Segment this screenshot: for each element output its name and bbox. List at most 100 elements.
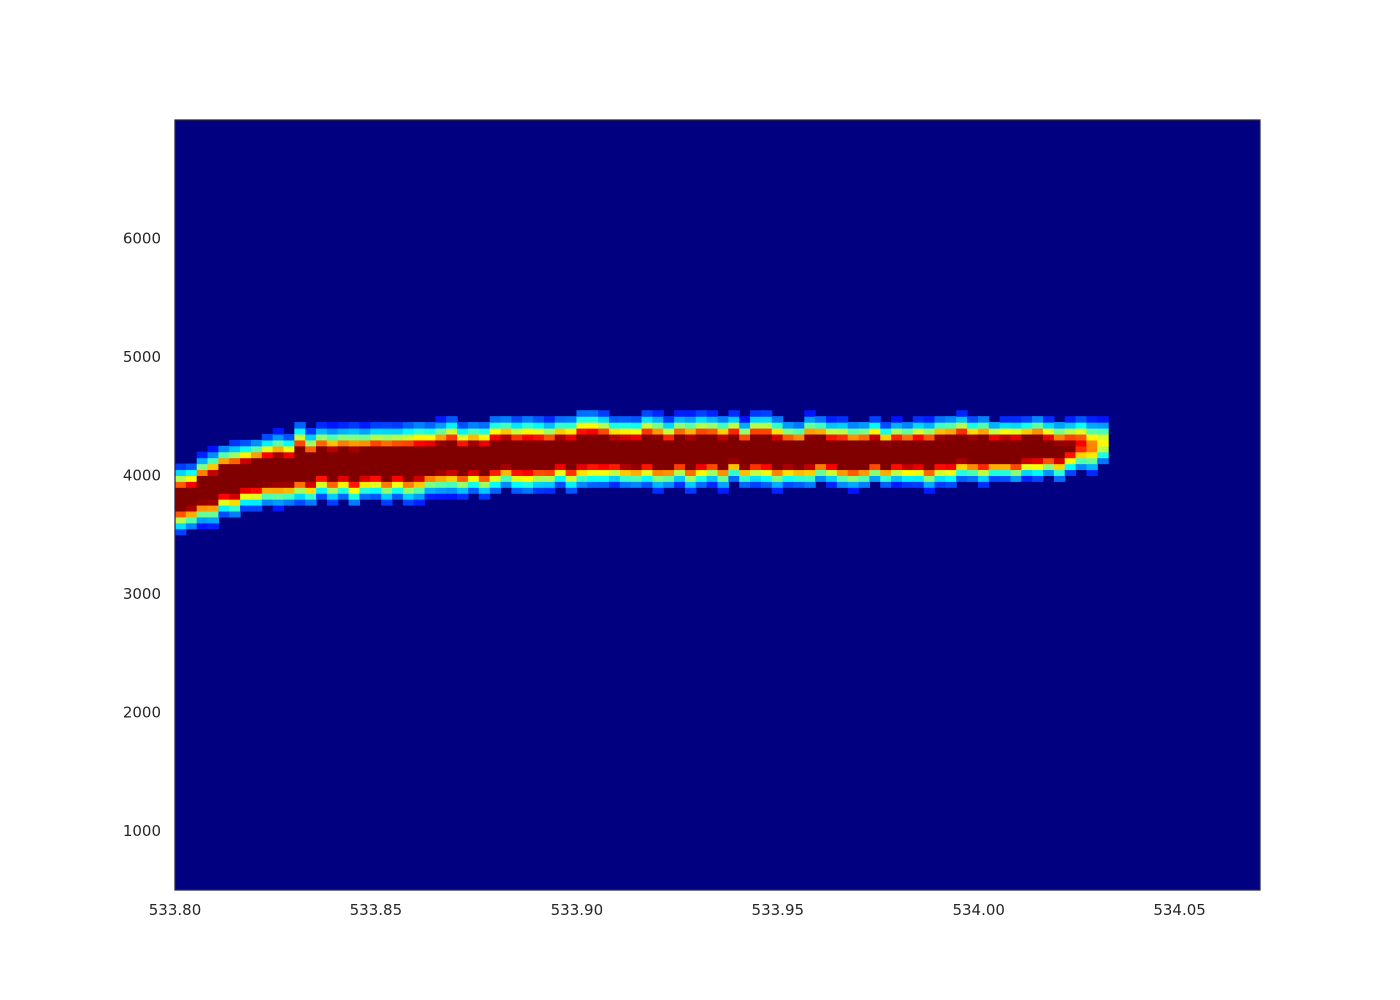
heatmap-cell (316, 469, 328, 476)
heatmap-cell (359, 433, 371, 441)
heatmap-cell (815, 422, 827, 429)
heatmap-cell (326, 499, 339, 506)
heatmap-cell (381, 457, 393, 465)
heatmap-cell (478, 428, 491, 435)
heatmap-cell (912, 433, 925, 441)
heatmap-cell (326, 445, 339, 453)
heatmap-cell (630, 422, 643, 429)
heatmap-cell (272, 451, 285, 459)
heatmap-cell (337, 451, 350, 459)
heatmap-cell (630, 463, 643, 471)
heatmap-cell (543, 433, 556, 441)
heatmap-cell (1064, 433, 1077, 441)
heatmap-cell (467, 457, 480, 465)
heatmap-cell (956, 451, 968, 459)
heatmap-cell (717, 481, 729, 488)
heatmap-cell (619, 439, 632, 447)
heatmap-cell (337, 433, 350, 441)
heatmap-cell (316, 422, 328, 429)
heatmap-cell (457, 475, 469, 482)
heatmap-cell (489, 433, 502, 441)
heatmap-cell (207, 481, 219, 488)
heatmap-cell (283, 433, 295, 441)
heatmap-cell (294, 475, 306, 482)
heatmap-cell (760, 481, 773, 488)
heatmap-cell (359, 481, 371, 488)
heatmap-cell (782, 457, 795, 465)
heatmap-cell (467, 487, 480, 494)
heatmap-cell (576, 481, 588, 488)
heatmap-cell (641, 481, 653, 488)
heatmap-cell (413, 475, 426, 482)
heatmap-cell (945, 481, 957, 488)
heatmap-cell (511, 433, 523, 441)
heatmap-cell (815, 416, 827, 423)
heatmap-cell (457, 422, 469, 429)
heatmap-cell (609, 451, 621, 459)
heatmap-cell (641, 433, 653, 441)
heatmap-cell (967, 433, 979, 441)
heatmap-cell (967, 439, 979, 447)
heatmap-cell (218, 493, 230, 500)
heatmap-cell (945, 422, 957, 429)
heatmap-cell (695, 469, 708, 476)
heatmap-cell (804, 428, 816, 435)
heatmap-cell (999, 422, 1012, 429)
heatmap-cell (348, 439, 361, 447)
heatmap-cell (457, 469, 469, 476)
heatmap-cell (489, 457, 502, 465)
heatmap-cell (891, 433, 903, 441)
heatmap-cell (196, 505, 209, 512)
heatmap-cell (1053, 457, 1066, 465)
heatmap-cell (175, 475, 187, 482)
heatmap-cell (945, 457, 957, 465)
heatmap-cell (207, 499, 219, 506)
heatmap-cell (847, 428, 860, 435)
heatmap-cell (250, 499, 263, 506)
heatmap-cell (945, 463, 957, 471)
heatmap-cell (956, 439, 968, 447)
heatmap-cell (793, 451, 805, 459)
heatmap-cell (250, 451, 263, 459)
heatmap-cell (988, 428, 1001, 435)
heatmap-cell (836, 445, 849, 453)
heatmap-cell (1086, 422, 1098, 429)
heatmap-cell (522, 481, 534, 488)
heatmap-cell (663, 445, 675, 453)
heatmap-cell (478, 439, 491, 447)
heatmap-cell (684, 457, 697, 465)
heatmap-cell (348, 469, 361, 476)
heatmap-cell (565, 451, 578, 459)
heatmap-cell (728, 469, 740, 476)
heatmap-cell (804, 416, 816, 423)
heatmap-cell (446, 416, 458, 423)
heatmap-cell (1032, 439, 1044, 447)
heatmap-cell (294, 481, 306, 488)
heatmap-cell (457, 428, 469, 435)
heatmap-cell (750, 475, 762, 482)
heatmap-cell (511, 439, 523, 447)
heatmap-cell (967, 416, 979, 423)
heatmap-cell (934, 422, 946, 429)
heatmap-cell (337, 487, 350, 494)
heatmap-cell (381, 487, 393, 494)
heatmap-cell (316, 493, 328, 500)
heatmap-cell (717, 433, 729, 441)
heatmap-cell (771, 445, 784, 453)
heatmap-cell (554, 451, 567, 459)
heatmap-cell (891, 457, 903, 465)
heatmap-cell (326, 422, 339, 429)
heatmap-cell (652, 416, 664, 423)
heatmap-cell (435, 493, 447, 500)
heatmap-cell (218, 469, 230, 476)
heatmap-cell (446, 463, 458, 471)
heatmap-cell (999, 457, 1012, 465)
heatmap-cell (815, 451, 827, 459)
heatmap-cell (370, 475, 382, 482)
heatmap-cell (598, 469, 610, 476)
heatmap-cell (988, 451, 1001, 459)
heatmap-cell (1064, 428, 1077, 435)
heatmap-cell (392, 487, 404, 494)
heatmap-cell (999, 451, 1012, 459)
heatmap-cell (793, 463, 805, 471)
